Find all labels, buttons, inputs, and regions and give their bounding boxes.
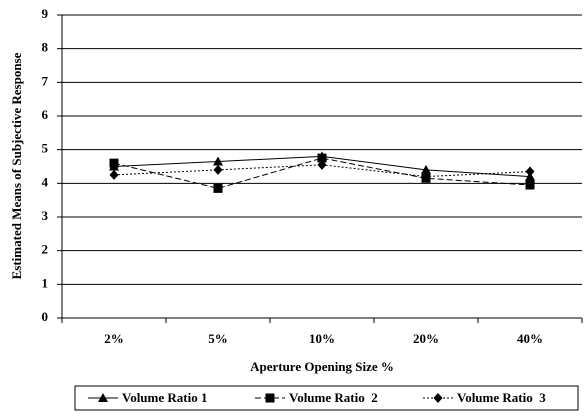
y-tick-label: 3	[42, 208, 49, 223]
y-tick-label: 7	[42, 73, 49, 88]
data-point	[421, 164, 431, 174]
legend-marker	[433, 393, 443, 403]
y-tick-label: 9	[42, 6, 49, 21]
y-tick-label: 2	[42, 242, 49, 257]
data-point	[213, 183, 223, 193]
y-tick-label: 6	[42, 107, 49, 122]
legend-label: Volume Ratio 1	[122, 390, 207, 405]
data-point	[525, 180, 535, 190]
legend-marker	[265, 393, 275, 403]
data-point	[109, 158, 119, 168]
x-tick-label: 2%	[104, 331, 124, 346]
legend-marker	[98, 393, 108, 402]
legend-box	[74, 385, 579, 411]
data-point	[421, 171, 431, 182]
data-point	[213, 164, 223, 175]
y-tick-label: 8	[42, 40, 49, 55]
y-tick-label: 4	[42, 174, 49, 189]
legend-label: Volume Ratio 2	[289, 390, 378, 405]
y-axis-title: Estimated Means of Subjective Response	[9, 52, 24, 279]
data-point	[525, 166, 535, 177]
x-axis-title: Aperture Opening Size %	[250, 359, 394, 374]
x-tick-label: 10%	[309, 331, 335, 346]
x-tick-label: 5%	[208, 331, 228, 346]
x-tick-label: 40%	[517, 331, 543, 346]
data-point	[213, 156, 223, 166]
x-tick-label: 20%	[413, 331, 439, 346]
y-tick-label: 1	[42, 275, 49, 290]
data-point	[317, 159, 327, 170]
series-line	[113, 157, 531, 189]
data-point	[317, 153, 327, 163]
legend-label: Volume Ratio 3	[457, 390, 546, 405]
data-point	[109, 169, 119, 180]
y-tick-label: 5	[42, 141, 49, 156]
y-tick-label: 0	[42, 309, 49, 324]
